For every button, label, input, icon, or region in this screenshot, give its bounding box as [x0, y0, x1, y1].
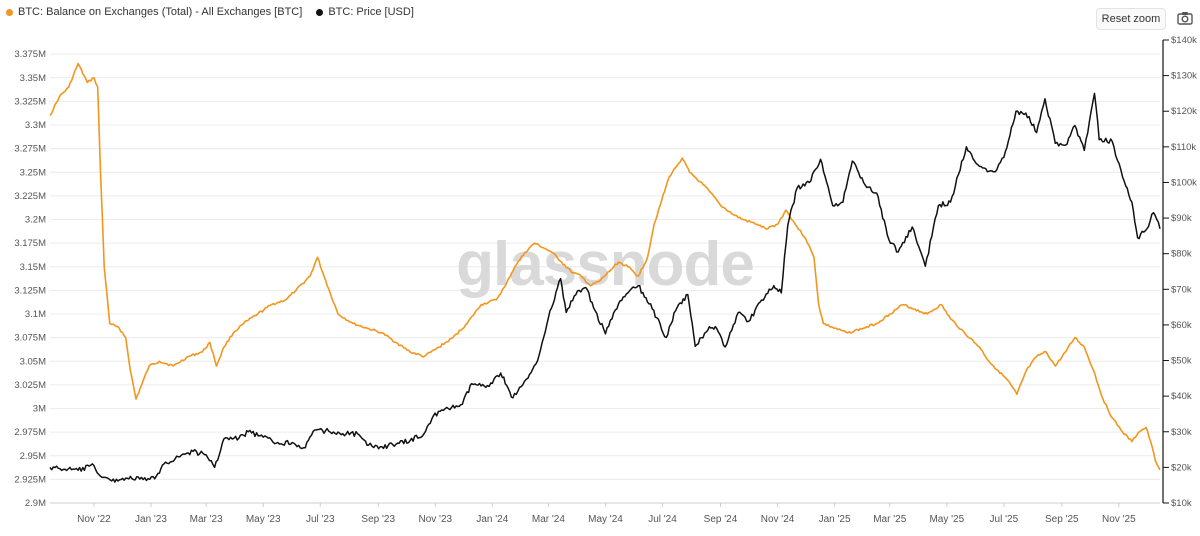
x-tick-label: May '24: [588, 514, 623, 525]
x-tick-label: Sep '25: [1045, 514, 1079, 525]
y-left-tick-label: 3.075M: [14, 333, 46, 344]
x-tick-label: Sep '23: [361, 514, 395, 525]
y-left-tick-label: 3.175M: [14, 238, 46, 249]
legend-item-price[interactable]: BTC: Price [USD]: [316, 6, 414, 18]
y-right-tick-label: $90k: [1171, 213, 1192, 224]
x-tick-label: Jul '23: [306, 514, 335, 525]
legend-price-label: BTC: Price [USD]: [328, 6, 414, 18]
y-left-tick-label: 3.35M: [20, 73, 46, 84]
y-right-tick-label: $130k: [1171, 71, 1197, 82]
x-tick-label: Jul '24: [648, 514, 677, 525]
y-left-tick-label: 3.275M: [14, 144, 46, 155]
y-left-tick-label: 3.025M: [14, 380, 46, 391]
x-tick-label: Jan '23: [135, 514, 167, 525]
y-left-tick-label: 3M: [33, 404, 46, 415]
x-tick-label: Nov '22: [77, 514, 111, 525]
balance-legend-dot: [6, 8, 13, 16]
x-tick-label: Mar '25: [873, 514, 906, 525]
x-tick-label: Nov '24: [761, 514, 795, 525]
x-tick-label: Nov '25: [1102, 514, 1136, 525]
y-left-tick-label: 3.1M: [25, 309, 46, 320]
y-left-tick-label: 2.9M: [25, 498, 46, 509]
x-tick-label: May '25: [929, 514, 964, 525]
balance-series-line[interactable]: [49, 62, 1161, 471]
x-tick-label: Mar '23: [190, 514, 223, 525]
x-tick-label: May '23: [246, 514, 281, 525]
x-tick-label: Jul '25: [990, 514, 1019, 525]
y-right-tick-label: $60k: [1171, 320, 1192, 331]
y-left-tick-label: 3.25M: [20, 167, 46, 178]
y-right-tick-label: $20k: [1171, 462, 1192, 473]
y-right-tick-label: $50k: [1171, 356, 1192, 367]
y-right-tick-label: $140k: [1171, 35, 1197, 46]
y-left-tick-label: 2.95M: [20, 451, 46, 462]
y-left-tick-label: 3.225M: [14, 191, 46, 202]
y-left-tick-label: 3.05M: [20, 356, 46, 367]
x-tick-label: Jan '25: [819, 514, 851, 525]
y-right-tick-label: $110k: [1171, 142, 1196, 153]
x-tick-label: Nov '23: [418, 514, 452, 525]
legend-balance-label: BTC: Balance on Exchanges (Total) - All …: [18, 6, 303, 18]
x-tick-label: Sep '24: [704, 514, 738, 525]
y-left-tick-label: 3.375M: [14, 49, 46, 60]
y-right-tick-label: $30k: [1171, 427, 1192, 438]
legend: BTC: Balance on Exchanges (Total) - All …: [6, 6, 414, 18]
y-left-tick-label: 3.3M: [25, 120, 46, 131]
x-tick-label: Jan '24: [476, 514, 508, 525]
y-left-tick-label: 3.325M: [14, 96, 46, 107]
price-series-line[interactable]: [49, 92, 1161, 483]
legend-item-balance[interactable]: BTC: Balance on Exchanges (Total) - All …: [6, 6, 302, 18]
y-left-tick-label: 3.15M: [20, 262, 46, 273]
y-right-tick-label: $40k: [1171, 391, 1192, 402]
y-left-tick-label: 3.2M: [25, 215, 46, 226]
y-right-tick-label: $100k: [1171, 177, 1197, 188]
y-right-tick-label: $120k: [1171, 106, 1197, 117]
x-tick-label: Mar '24: [532, 514, 565, 525]
y-right-tick-label: $70k: [1171, 284, 1192, 295]
y-left-tick-label: 2.925M: [14, 474, 46, 485]
watermark-text: glassnode: [456, 230, 754, 299]
reset-zoom-button[interactable]: Reset zoom: [1096, 8, 1166, 30]
y-right-tick-label: $10k: [1171, 498, 1192, 509]
y-left-tick-label: 2.975M: [14, 427, 46, 438]
camera-icon[interactable]: [1176, 9, 1194, 27]
y-right-tick-label: $80k: [1171, 249, 1192, 260]
price-legend-dot: [316, 8, 324, 16]
y-left-tick-label: 3.125M: [14, 285, 46, 296]
